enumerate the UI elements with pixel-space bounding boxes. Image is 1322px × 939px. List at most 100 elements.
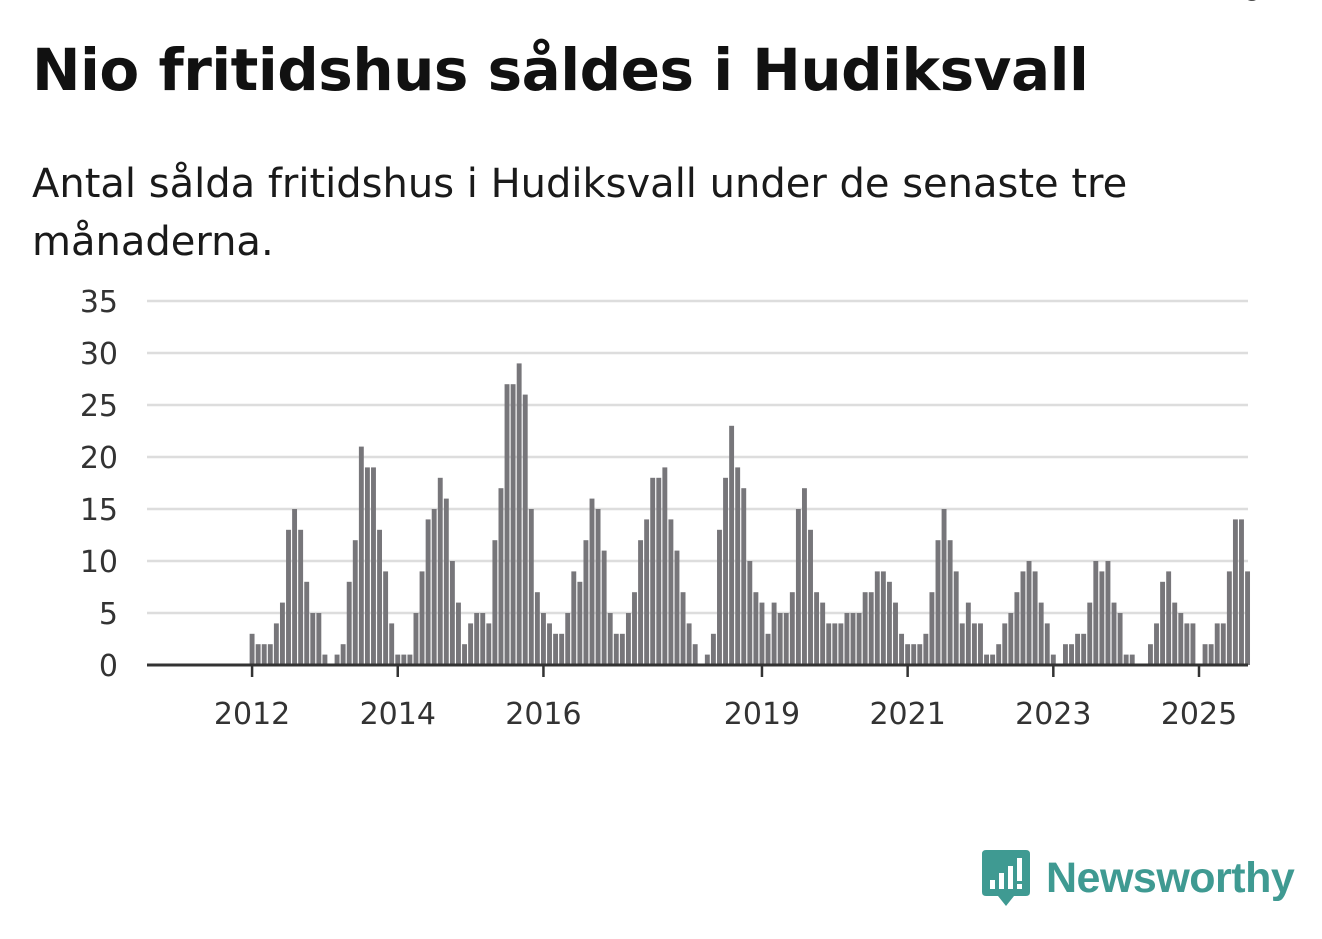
y-tick-label-0: 0 — [99, 649, 118, 684]
newsworthy-logo: Newsworthy — [980, 848, 1295, 908]
bar — [1160, 581, 1166, 665]
bar — [425, 519, 431, 665]
bar — [261, 644, 267, 665]
bar — [1166, 571, 1172, 665]
bar — [510, 384, 516, 665]
bar — [474, 613, 480, 665]
bar — [1220, 623, 1226, 665]
bar — [577, 581, 583, 665]
bar — [273, 623, 279, 665]
bar — [340, 644, 346, 665]
chart-subtitle: Antal sålda fritidshus i Hudiksvall unde… — [32, 161, 1128, 265]
bar — [632, 592, 637, 665]
bar — [674, 550, 680, 665]
bar — [844, 613, 850, 665]
bar — [601, 550, 607, 665]
y-tick-label-25: 25 — [80, 389, 118, 424]
bar — [723, 477, 728, 665]
bar — [407, 654, 413, 665]
y-axis-ticks: 0 5 10 15 20 25 30 35 — [80, 285, 118, 684]
bar — [504, 384, 510, 665]
bar — [644, 519, 650, 665]
bar — [1202, 644, 1208, 665]
bar — [383, 571, 389, 665]
bar — [607, 613, 613, 665]
bar — [443, 498, 449, 665]
x-tick-label-2014: 2014 — [360, 697, 436, 732]
bar — [1069, 644, 1074, 665]
bar — [1002, 623, 1008, 665]
bar — [316, 613, 322, 665]
y-tick-label-10: 10 — [80, 545, 118, 580]
bar — [595, 509, 601, 665]
bar — [571, 571, 577, 665]
bar — [868, 592, 874, 665]
bar — [1178, 613, 1184, 665]
bar — [1129, 654, 1135, 665]
bar — [704, 654, 710, 665]
bar — [668, 519, 674, 665]
bar — [559, 633, 565, 665]
bar — [286, 529, 291, 665]
bar — [613, 633, 619, 665]
bar — [419, 571, 425, 665]
bar — [1093, 561, 1099, 665]
y-tick-label-20: 20 — [80, 441, 118, 476]
bar — [650, 477, 656, 665]
bar — [540, 613, 546, 665]
gridlines — [147, 299, 1248, 615]
bar — [850, 613, 856, 665]
bar — [486, 623, 492, 665]
bar — [990, 654, 996, 665]
bar — [1075, 633, 1081, 665]
bar — [996, 644, 1002, 665]
bar — [978, 623, 983, 665]
bar — [899, 633, 905, 665]
bar — [583, 540, 589, 665]
x-axis-ticks: 2012 2014 2016 2019 2021 2023 2025 — [214, 665, 1237, 732]
x-tick-label-2016: 2016 — [505, 697, 581, 732]
bar — [1099, 571, 1105, 665]
bar — [522, 394, 528, 665]
bar — [802, 488, 807, 665]
newsworthy-logo-icon — [982, 850, 1030, 906]
bar — [893, 602, 898, 665]
bar — [364, 467, 370, 665]
bar — [547, 623, 552, 665]
bar — [358, 446, 364, 665]
bar — [959, 623, 965, 665]
bar — [468, 623, 474, 665]
bar — [820, 602, 826, 665]
bar — [880, 571, 886, 665]
bar — [874, 571, 880, 665]
chart-title: Nio fritidshus såldes i Hudiksvall — [32, 36, 1089, 104]
bar — [528, 509, 534, 665]
bar — [789, 592, 795, 665]
bar — [905, 644, 911, 665]
bar — [953, 571, 959, 665]
bar — [516, 363, 522, 665]
data-label-latest: 9 — [1245, 0, 1263, 7]
bar — [534, 592, 540, 665]
bar — [735, 467, 741, 665]
bar — [1020, 571, 1026, 665]
bar — [1214, 623, 1220, 665]
bar — [1245, 571, 1251, 665]
bar — [292, 509, 298, 665]
bar — [1226, 571, 1232, 665]
bar — [619, 633, 625, 665]
y-tick-label-15: 15 — [80, 493, 118, 528]
bar — [492, 540, 498, 665]
bar — [710, 633, 716, 665]
bar — [395, 654, 401, 665]
bar — [298, 529, 304, 665]
bar — [747, 561, 753, 665]
bar — [589, 498, 595, 665]
bar — [1081, 633, 1087, 665]
bar — [498, 488, 504, 665]
bar — [1190, 623, 1196, 665]
bar — [1063, 644, 1068, 665]
bar — [656, 477, 662, 665]
bar — [352, 540, 358, 665]
